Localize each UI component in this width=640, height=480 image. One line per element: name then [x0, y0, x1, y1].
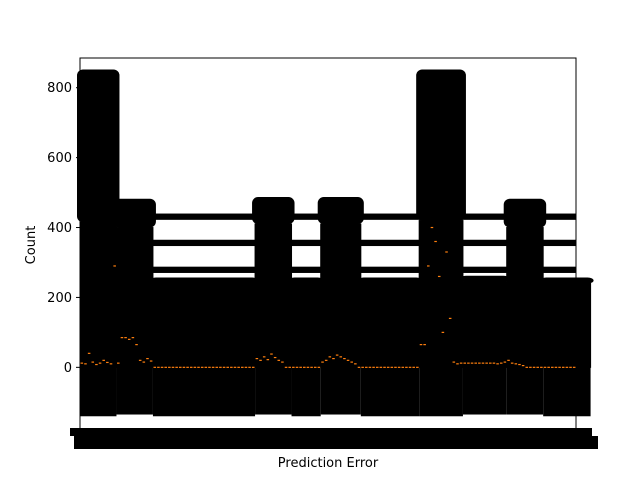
y-axis: 0 200 400 600 800 [47, 81, 80, 376]
outlier-cluster-group-3 [252, 197, 295, 225]
whisker-cap-band-2 [80, 266, 576, 273]
lower-whisker-group-4 [291, 367, 321, 417]
outlier-cluster-group-2 [149, 277, 259, 284]
outlier-cluster-group-9 [503, 198, 547, 228]
whisker-cap-band-0 [80, 213, 576, 220]
plot-frame [79, 57, 577, 433]
box-group-8 [462, 281, 508, 368]
box-group-3 [254, 223, 293, 368]
lower-whisker-group-0 [80, 367, 117, 417]
y-tick-label-800: 800 [47, 81, 72, 96]
box-group-1 [115, 227, 154, 368]
box-series [77, 69, 594, 417]
lower-whisker-group-9 [506, 367, 544, 415]
outlier-cluster-group-1 [113, 198, 156, 228]
outlier-cluster-group-4 [288, 277, 324, 284]
lower-whisker-group-3 [255, 367, 292, 415]
outlier-cluster-group-10 [540, 277, 594, 284]
outlier-cluster-group-8 [459, 275, 510, 282]
lower-whisker-group-6 [360, 367, 420, 417]
median-series [80, 226, 576, 368]
box-group-0 [79, 221, 117, 368]
box-group-2 [152, 282, 256, 368]
lower-whisker-group-5 [320, 367, 361, 415]
overflow-marks [70, 428, 598, 449]
outlier-cluster-group-0 [77, 69, 120, 223]
box-group-5 [320, 223, 362, 368]
x-tick-label-band [74, 436, 598, 449]
box-group-4 [291, 282, 322, 368]
box-group-10 [542, 282, 592, 368]
lower-whisker-group-10 [543, 367, 591, 417]
whisker-cap-band-1 [80, 239, 576, 247]
lower-whisker-group-1 [116, 367, 153, 415]
box-group-6 [360, 282, 420, 368]
y-tick-label-0: 0 [64, 361, 72, 376]
box-group-9 [506, 227, 544, 368]
y-tick-label-600: 600 [47, 151, 72, 166]
lower-whisker-group-7 [419, 367, 463, 417]
x-axis-label: Prediction Error [278, 456, 379, 471]
outlier-cluster-group-7 [416, 69, 466, 221]
y-tick-label-200: 200 [47, 291, 72, 306]
y-tick-label-400: 400 [47, 221, 72, 236]
lower-whisker-group-8 [462, 367, 507, 415]
outlier-cluster-group-6 [357, 277, 423, 284]
y-axis-label: Count [24, 226, 39, 265]
lower-whisker-group-2 [152, 367, 256, 417]
outlier-cluster-group-5 [317, 197, 364, 225]
